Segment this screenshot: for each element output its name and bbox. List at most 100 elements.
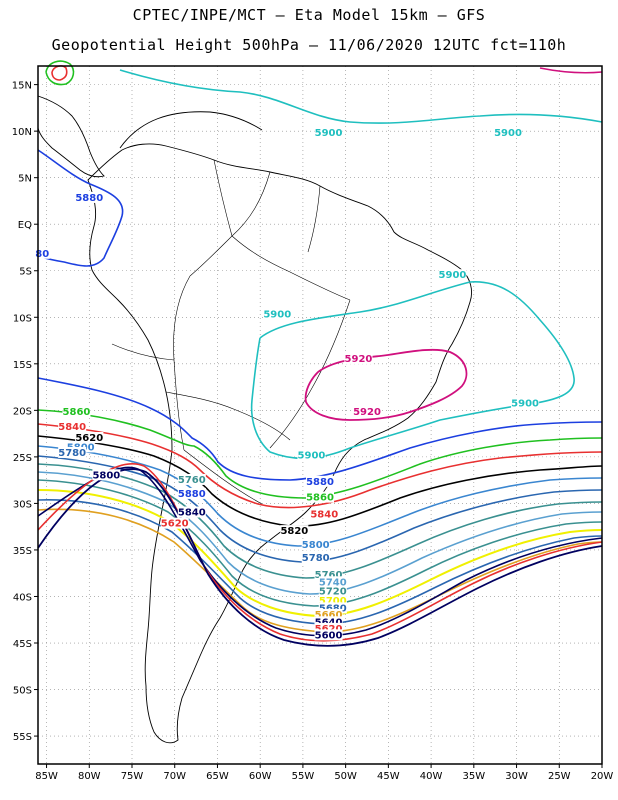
contour-label-bg [297, 449, 326, 461]
contour-5900-north [119, 69, 603, 124]
contour-5720 [37, 479, 603, 607]
contour-label-bg [92, 469, 121, 481]
contour-label-bg [280, 525, 309, 537]
map-frame [37, 65, 603, 765]
contour-label: 5900 [298, 451, 326, 462]
x-tick-label: 30W [505, 771, 528, 782]
contour-label-bg [177, 473, 206, 485]
contour-label: 5620 [161, 519, 189, 530]
contour-label-bg [66, 441, 95, 453]
contour-label: 5840 [310, 509, 338, 520]
central-america-coastline [37, 95, 105, 178]
contour-label: 5880 [306, 477, 334, 488]
contour-label: 5780 [302, 553, 330, 564]
x-tick-label: 75W [121, 771, 144, 782]
x-tick-label: 45W [377, 771, 400, 782]
contour-5840 [37, 423, 603, 509]
contour-label-bg [306, 475, 334, 487]
contour-label: 5880 [75, 193, 103, 204]
y-tick-label: 10S [13, 313, 32, 324]
contour-label-bg [177, 506, 206, 518]
latitude-ticks: 15N 10N 5N EQ 5S 10S 15S 20S 25S 30S 35S 40S 45S 50S 5… [12, 81, 38, 743]
contour-label-bg [318, 602, 347, 614]
y-tick-label: 15S [13, 360, 32, 371]
contour-5760 [37, 463, 603, 579]
contour-label-bg [34, 247, 50, 259]
contour-label-bg [511, 397, 540, 409]
x-tick-label: 20W [591, 771, 614, 782]
caribbean-coast [119, 111, 263, 149]
contour-label-bg [318, 576, 347, 588]
contour-5880-north [37, 149, 124, 267]
contour-label: 5880 [178, 489, 206, 500]
contour-label: 5900 [439, 270, 467, 281]
contour-label: 5900 [263, 309, 291, 320]
y-tick-label: 15N [12, 81, 32, 92]
x-tick-label: 70W [163, 771, 186, 782]
contour-5800 [37, 445, 603, 547]
y-tick-label: 30S [13, 499, 32, 510]
contour-label-bg [314, 568, 343, 580]
x-tick-label: 80W [78, 771, 101, 782]
contour-5880 [37, 377, 603, 481]
contour-label-bg [75, 432, 104, 444]
x-tick-label: 50W [334, 771, 357, 782]
contour-label: 5740 [319, 577, 347, 588]
contour-label-bg [438, 269, 467, 281]
x-tick-label: 55W [292, 771, 315, 782]
y-tick-label: 25S [13, 453, 32, 464]
x-tick-label: 85W [35, 771, 58, 782]
y-tick-label: 55S [13, 732, 32, 743]
x-tick-label: 40W [420, 771, 443, 782]
contour-label: 5620 [315, 624, 343, 635]
contour-label-bg [301, 552, 330, 564]
longitude-ticks: 85W 80W 75W 70W 65W 60W 55W 50W 45W 40W 35W 30W 25W 2… [35, 764, 613, 782]
contour-label: 5780 [58, 448, 86, 459]
contour-label: 5720 [319, 587, 347, 598]
y-tick-label: 5S [19, 267, 32, 278]
y-tick-label: EQ [18, 220, 32, 231]
contour-label: 5920 [345, 354, 373, 365]
contour-label: 5920 [353, 407, 381, 418]
contour-label: 5840 [58, 422, 86, 433]
contour-label: 5760 [315, 570, 343, 581]
contour-label-bg [160, 517, 189, 529]
contour-label-bg [62, 406, 91, 417]
contour-label: 5820 [280, 526, 308, 537]
contour-label: 5760 [178, 475, 206, 486]
contour-label: 5900 [511, 399, 539, 410]
contour-label-bg [263, 308, 292, 320]
contour-label-bg [306, 491, 334, 503]
contour-label-bg [314, 608, 343, 620]
y-tick-label: 45S [13, 639, 32, 650]
chart-title-line-1: CPTEC/INPE/MCT – Eta Model 15km – GFS [132, 6, 486, 24]
contour-label-bg [301, 539, 330, 551]
contour-5600 [37, 468, 603, 647]
y-tick-label: 10N [12, 127, 32, 138]
contour-label: 5800 [302, 540, 330, 551]
contour-label: 5620 [75, 433, 103, 444]
contour-5620 [37, 462, 603, 642]
contour-label-bg [310, 508, 339, 520]
y-tick-label: 35S [13, 546, 32, 557]
contour-5900-main [250, 281, 575, 460]
contour-label-bg [494, 126, 522, 138]
contour-label-bg [353, 406, 381, 417]
y-tick-label: 50S [13, 686, 32, 697]
x-tick-label: 25W [548, 771, 571, 782]
contour-label-bg [314, 126, 343, 138]
x-tick-label: 35W [463, 771, 486, 782]
contour-5920-ne [539, 67, 603, 74]
contour-label: 5800 [92, 470, 120, 481]
contour-label: 5680 [319, 603, 347, 614]
chart-title-line-2: Geopotential Height 500hPa – 11/06/2020 … [51, 36, 567, 54]
south-america-coastline [87, 143, 473, 744]
contour-high-ring-inner [51, 65, 68, 81]
y-tick-label: 20S [13, 406, 32, 417]
contour-label: 5860 [63, 407, 91, 418]
y-tick-label: 5N [18, 174, 32, 185]
contour-label-bg [318, 594, 347, 606]
contour-label-bg [318, 585, 347, 597]
contour-5740 [37, 471, 603, 595]
contour-label: 5640 [315, 617, 343, 628]
